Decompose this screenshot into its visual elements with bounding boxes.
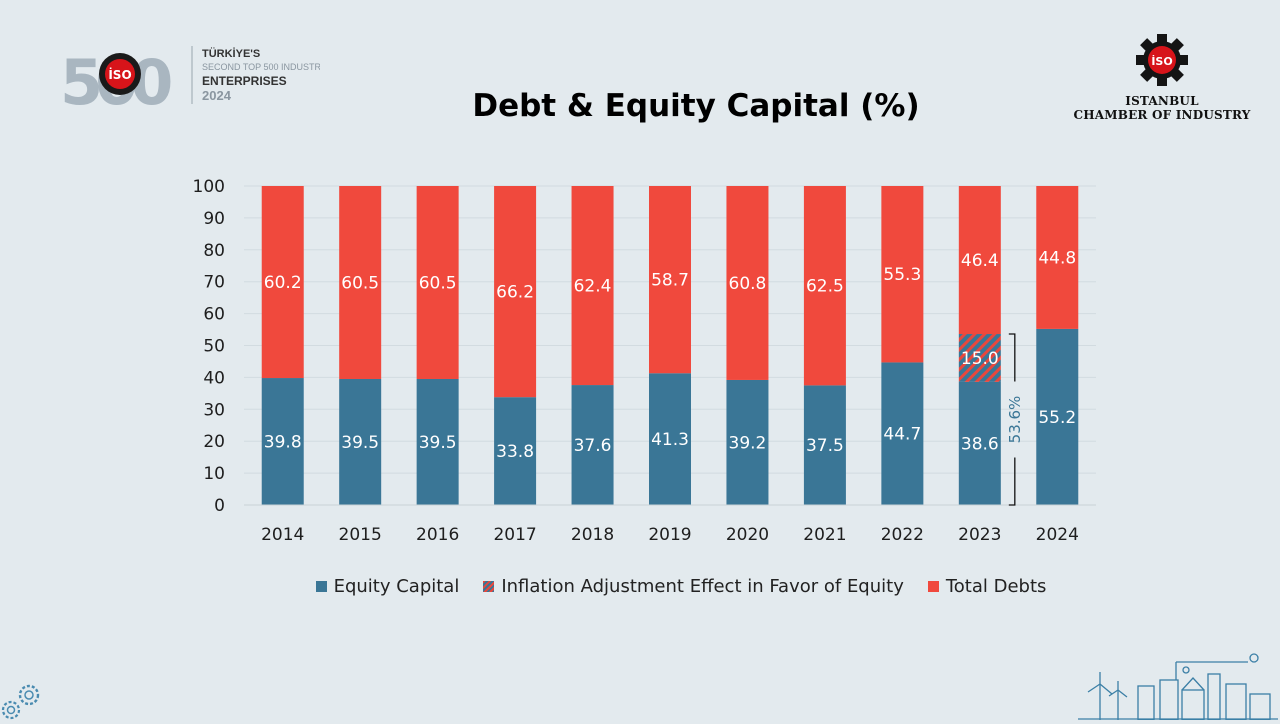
- bar-equity: [649, 373, 691, 505]
- value-label-debts: 60.8: [729, 274, 767, 294]
- value-label-debts: 62.5: [806, 277, 844, 297]
- bar-equity: [416, 378, 459, 505]
- y-tick-label: 100: [193, 177, 225, 197]
- logo-500-line3: ENTERPRISES: [202, 74, 287, 88]
- legend-item-equity: Equity Capital: [315, 576, 460, 597]
- y-tick-label: 60: [203, 305, 225, 325]
- bar-debts: [339, 186, 382, 379]
- value-label-equity: 41.3: [651, 430, 689, 450]
- annotation-bracket: [1008, 333, 1016, 382]
- chart-legend: Equity Capital Inflation Adjustment Effe…: [0, 576, 1280, 597]
- value-label-equity: 55.2: [1038, 408, 1076, 428]
- value-label-inflation: 15.0: [961, 349, 999, 369]
- value-label-equity: 38.6: [961, 434, 999, 454]
- y-tick-label: 90: [203, 209, 225, 229]
- bar-equity: [726, 379, 769, 505]
- iso-logo: İSO ISTANBUL CHAMBER OF INDUSTRY: [1070, 32, 1254, 132]
- bar-debts: [649, 186, 691, 374]
- annotation-label: 53.6%: [1006, 396, 1024, 444]
- legend-item-debts: Total Debts: [927, 576, 1047, 597]
- value-label-debts: 62.4: [574, 277, 612, 297]
- page-title: Debt & Equity Capital (%): [472, 88, 920, 124]
- bar-equity: [803, 385, 846, 505]
- value-label-debts: 58.7: [651, 271, 689, 291]
- value-label-equity: 39.2: [729, 433, 767, 453]
- value-label-equity: 33.8: [496, 442, 534, 462]
- value-label-debts: 60.5: [341, 273, 379, 293]
- bar-debts: [416, 186, 459, 379]
- x-tick-label: 2019: [648, 525, 691, 545]
- logo-500-line1: TÜRKİYE'S: [202, 47, 260, 60]
- value-label-debts: 66.2: [496, 283, 534, 303]
- bar-equity: [881, 362, 924, 505]
- bar-debts: [803, 186, 846, 386]
- bar-debts: [494, 186, 537, 398]
- value-label-debts: 60.5: [419, 273, 457, 293]
- y-tick-label: 20: [203, 432, 225, 452]
- bar-debts: [726, 186, 769, 380]
- x-tick-label: 2022: [881, 525, 924, 545]
- x-tick-label: 2015: [339, 525, 382, 545]
- legend-item-inflation: Inflation Adjustment Effect in Favor of …: [483, 576, 904, 597]
- legend-label-inflation: Inflation Adjustment Effect in Favor of …: [501, 576, 904, 597]
- bar-equity: [1036, 328, 1079, 505]
- bar-equity: [339, 378, 382, 505]
- legend-swatch-equity: [315, 581, 327, 592]
- value-label-debts: 46.4: [961, 251, 999, 271]
- logo-500-line2: SECOND TOP 500 INDUSTRIAL: [202, 62, 320, 72]
- gear-icon: İSO: [1136, 34, 1188, 86]
- y-tick-label: 80: [203, 241, 225, 261]
- value-label-debts: 60.2: [264, 273, 302, 293]
- legend-swatch-inflation: [483, 581, 495, 592]
- bar-debts: [1036, 186, 1079, 329]
- bar-debts: [571, 186, 614, 386]
- decorative-gears-icon: [0, 678, 50, 720]
- legend-swatch-debts: [927, 581, 939, 592]
- bar-equity: [571, 385, 614, 505]
- value-label-equity: 37.6: [574, 436, 612, 456]
- legend-label-debts: Total Debts: [945, 576, 1047, 597]
- bar-equity: [958, 381, 1001, 505]
- bar-debts: [261, 186, 304, 379]
- x-tick-label: 2017: [493, 525, 536, 545]
- decorative-factory-icon: [1078, 650, 1278, 721]
- bar-equity: [494, 397, 537, 505]
- value-label-debts: 44.8: [1038, 248, 1076, 268]
- iso-name-line1: ISTANBUL: [1125, 94, 1199, 108]
- value-label-equity: 37.5: [806, 436, 844, 456]
- logo-500-line4: 2024: [202, 88, 232, 103]
- x-tick-label: 2016: [416, 525, 459, 545]
- iso-logo-badge: İSO: [1151, 54, 1172, 68]
- bar-inflation-adjustment: [958, 334, 1001, 382]
- x-tick-label: 2021: [803, 525, 846, 545]
- value-label-equity: 44.7: [883, 425, 921, 445]
- top-500-logo: 500 İSO TÜRKİYE'S SECOND TOP 500 INDUSTR…: [60, 42, 335, 119]
- y-tick-label: 40: [203, 368, 225, 388]
- x-tick-label: 2023: [958, 525, 1001, 545]
- gear-icon: İSO: [99, 53, 141, 95]
- y-tick-label: 0: [214, 496, 225, 516]
- bar-debts: [881, 186, 924, 363]
- value-label-equity: 39.5: [419, 433, 457, 453]
- annotation-bracket: [1008, 457, 1016, 506]
- y-tick-label: 50: [203, 337, 225, 357]
- bar-debts: [958, 186, 1001, 335]
- x-tick-label: 2024: [1036, 525, 1079, 545]
- bar-equity: [261, 378, 304, 505]
- y-tick-label: 70: [203, 273, 225, 293]
- iso-name-line2: CHAMBER OF INDUSTRY: [1073, 108, 1251, 122]
- legend-label-equity: Equity Capital: [333, 576, 460, 597]
- x-tick-label: 2014: [261, 525, 304, 545]
- value-label-equity: 39.5: [341, 433, 379, 453]
- value-label-debts: 55.3: [883, 265, 921, 285]
- y-tick-label: 10: [203, 464, 225, 484]
- logo-500-badge: İSO: [108, 67, 131, 82]
- x-tick-label: 2018: [571, 525, 614, 545]
- value-label-equity: 39.8: [264, 433, 302, 453]
- y-tick-label: 30: [203, 400, 225, 420]
- x-tick-label: 2020: [726, 525, 769, 545]
